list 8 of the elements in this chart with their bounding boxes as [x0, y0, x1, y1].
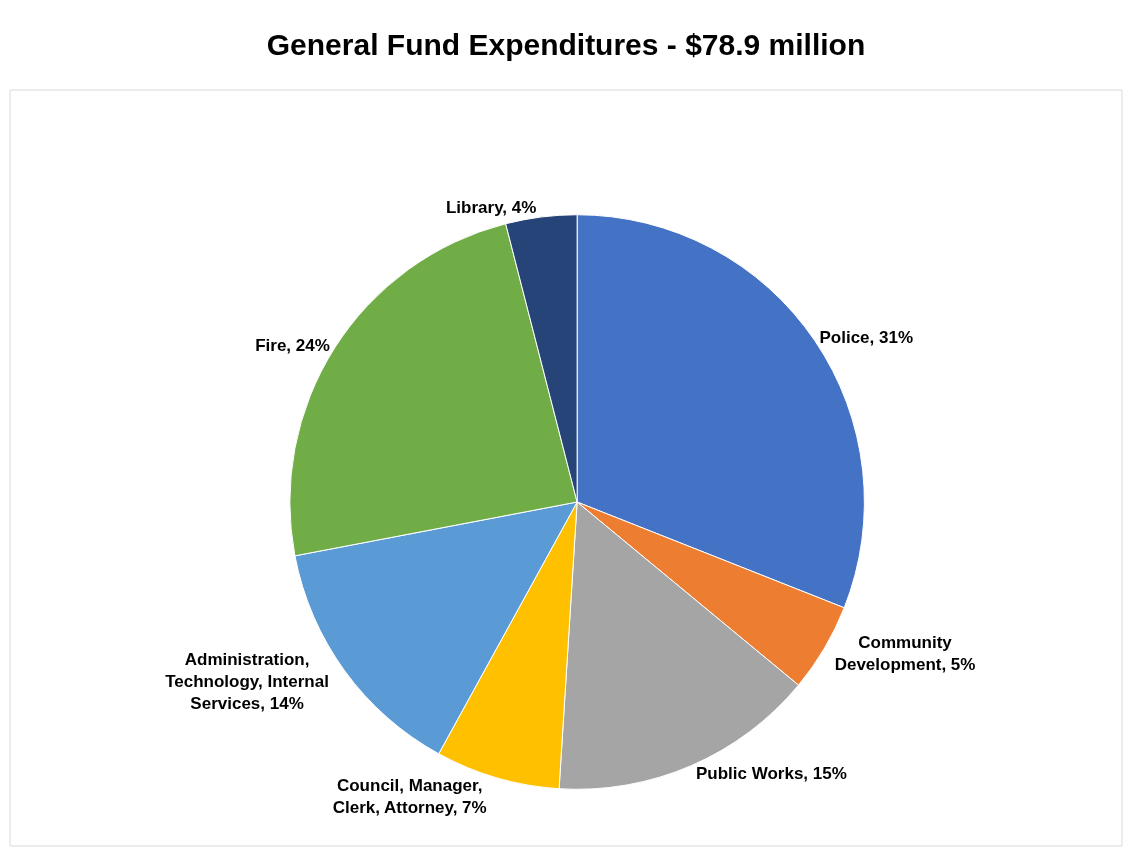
slice-label: Community Development, 5%	[834, 633, 976, 675]
slice-label: Administration, Technology, Internal Services, 14%	[165, 650, 329, 714]
slice-label: Fire, 24%	[255, 335, 330, 355]
slice-label: Library, 4%	[445, 198, 537, 218]
slice-label: Police, 31%	[819, 328, 914, 348]
slice-label: Public Works, 15%	[695, 764, 847, 784]
slice-label: Council, Manager, Clerk, Attorney, 7%	[332, 776, 487, 818]
chart-title: General Fund Expenditures - $78.9 million	[266, 28, 866, 62]
